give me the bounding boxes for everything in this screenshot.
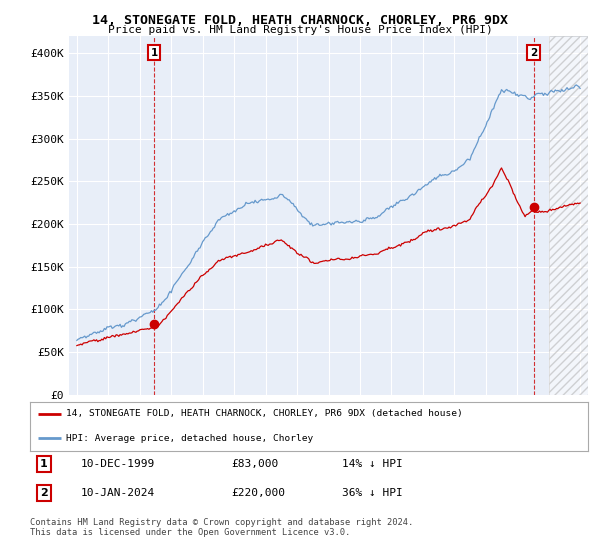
Text: 2: 2 [40, 488, 48, 498]
Text: 2: 2 [530, 48, 537, 58]
Text: 1: 1 [40, 459, 48, 469]
Text: £83,000: £83,000 [231, 459, 278, 469]
Text: 1: 1 [151, 48, 158, 58]
Bar [548, 36, 588, 395]
Text: Contains HM Land Registry data © Crown copyright and database right 2024.
This d: Contains HM Land Registry data © Crown c… [30, 518, 413, 538]
Text: 14, STONEGATE FOLD, HEATH CHARNOCK, CHORLEY, PR6 9DX (detached house): 14, STONEGATE FOLD, HEATH CHARNOCK, CHOR… [66, 409, 463, 418]
Bar [548, 36, 588, 395]
Text: 10-JAN-2024: 10-JAN-2024 [80, 488, 154, 498]
Text: 14% ↓ HPI: 14% ↓ HPI [343, 459, 403, 469]
Text: 14, STONEGATE FOLD, HEATH CHARNOCK, CHORLEY, PR6 9DX: 14, STONEGATE FOLD, HEATH CHARNOCK, CHOR… [92, 14, 508, 27]
Text: HPI: Average price, detached house, Chorley: HPI: Average price, detached house, Chor… [66, 434, 314, 443]
Text: 36% ↓ HPI: 36% ↓ HPI [343, 488, 403, 498]
Text: £220,000: £220,000 [231, 488, 285, 498]
Text: 10-DEC-1999: 10-DEC-1999 [80, 459, 154, 469]
Text: Price paid vs. HM Land Registry's House Price Index (HPI): Price paid vs. HM Land Registry's House … [107, 25, 493, 35]
